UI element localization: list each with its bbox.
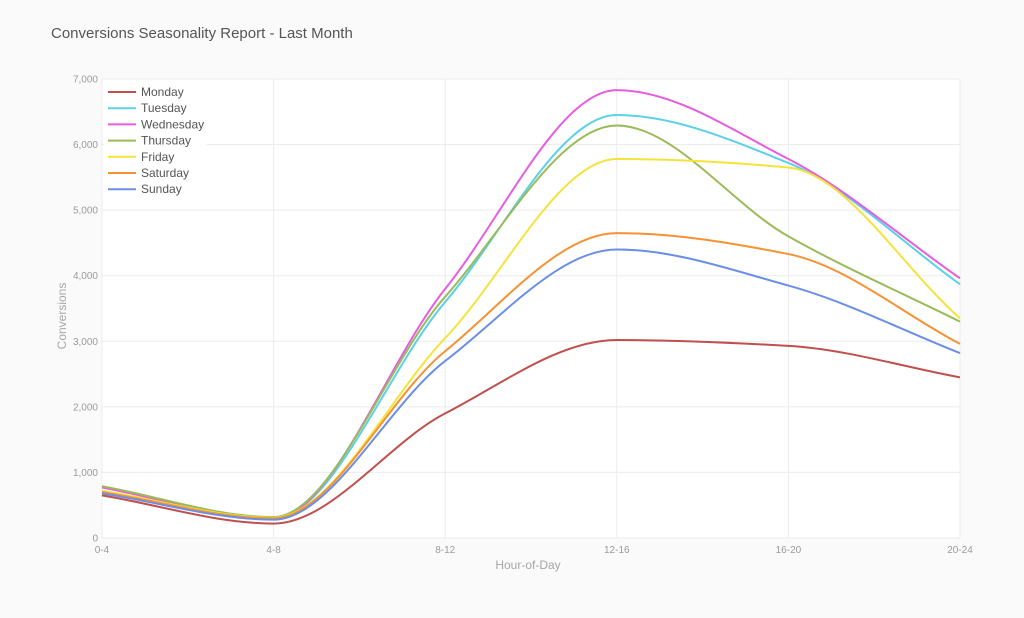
legend-label-wednesday: Wednesday [141,117,204,131]
x-tick-label: 16-20 [776,545,802,556]
plot-area [102,79,960,538]
x-axis-title: Hour-of-Day [495,558,560,572]
legend-label-thursday: Thursday [141,134,191,148]
legend-label-sunday: Sunday [141,182,182,196]
series-line-saturday [101,232,961,520]
legend-label-saturday: Saturday [141,166,189,180]
y-tick-label: 1,000 [73,468,98,479]
x-tick-label: 4-8 [266,545,281,556]
chart-title: Conversions Seasonality Report - Last Mo… [51,25,353,42]
y-tick-label: 4,000 [73,271,98,282]
legend: Monday Tuesday Wednesday Thursday Friday Satu… [104,82,206,200]
x-tick-label: 0-4 [95,545,110,556]
y-axis-ticks: 0 1,000 2,000 3,000 4,000 5,000 6,000 7,000 [73,75,98,545]
y-tick-label: 0 [92,534,98,545]
legend-label-friday: Friday [141,150,174,164]
grid [101,78,961,539]
legend-label-tuesday: Tuesday [141,101,187,115]
x-tick-label: 8-12 [435,545,455,556]
y-tick-label: 3,000 [73,337,98,348]
x-axis-ticks: 0-4 4-8 8-12 12-16 16-20 20-24 [95,545,973,556]
series-line-sunday [101,248,961,521]
y-tick-label: 5,000 [73,206,98,217]
y-tick-label: 2,000 [73,402,98,413]
series-lines [101,89,961,525]
x-tick-label: 12-16 [604,545,630,556]
y-tick-label: 7,000 [73,75,98,86]
series-line-monday [101,338,961,525]
y-tick-label: 6,000 [73,140,98,151]
legend-label-monday: Monday [141,85,184,99]
x-tick-label: 20-24 [947,545,973,556]
y-axis-title: Conversions [55,283,69,350]
